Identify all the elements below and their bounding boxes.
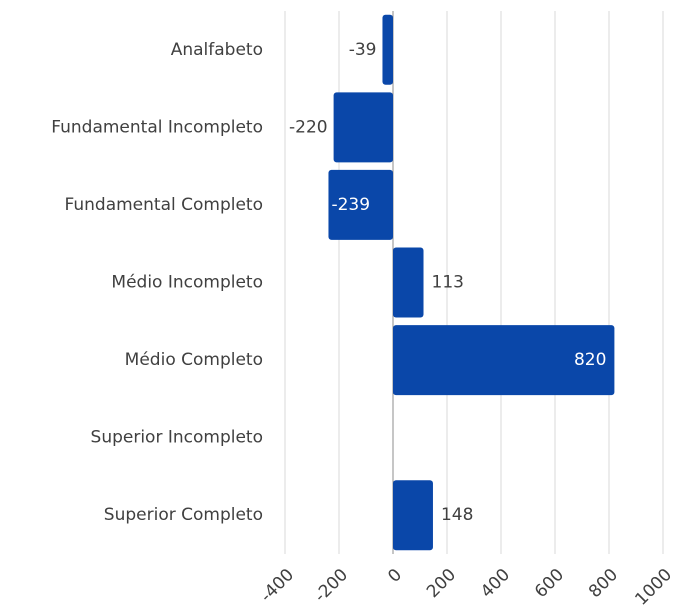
data-label: 113 <box>432 273 464 293</box>
bar <box>393 325 615 396</box>
x-tick-label: 600 <box>531 565 568 602</box>
y-tick-label: Médio Incompleto <box>111 273 263 293</box>
x-tick-label: 800 <box>585 565 622 602</box>
x-tick-label: 400 <box>477 565 514 602</box>
x-tick-label: 1000 <box>631 565 676 608</box>
data-label: -39 <box>349 40 377 60</box>
y-tick-label: Médio Completo <box>125 350 263 370</box>
y-tick-label: Fundamental Completo <box>65 195 263 215</box>
data-label: 148 <box>441 505 473 525</box>
x-tick-label: 200 <box>423 565 460 602</box>
x-tick-label: -400 <box>257 565 298 606</box>
bar <box>333 92 393 163</box>
bar <box>328 169 393 240</box>
data-label: -220 <box>289 117 328 137</box>
x-tick-label: -200 <box>311 565 352 606</box>
data-label: -239 <box>331 195 370 215</box>
x-tick-label: 0 <box>384 565 406 587</box>
y-tick-label: Analfabeto <box>171 40 263 60</box>
y-tick-label: Superior Completo <box>104 505 263 525</box>
y-tick-label: Fundamental Incompleto <box>51 117 263 137</box>
bar <box>393 480 433 551</box>
y-tick-label: Superior Incompleto <box>91 428 263 448</box>
bar <box>382 14 393 85</box>
bar <box>393 247 424 318</box>
data-label: 820 <box>574 350 606 370</box>
